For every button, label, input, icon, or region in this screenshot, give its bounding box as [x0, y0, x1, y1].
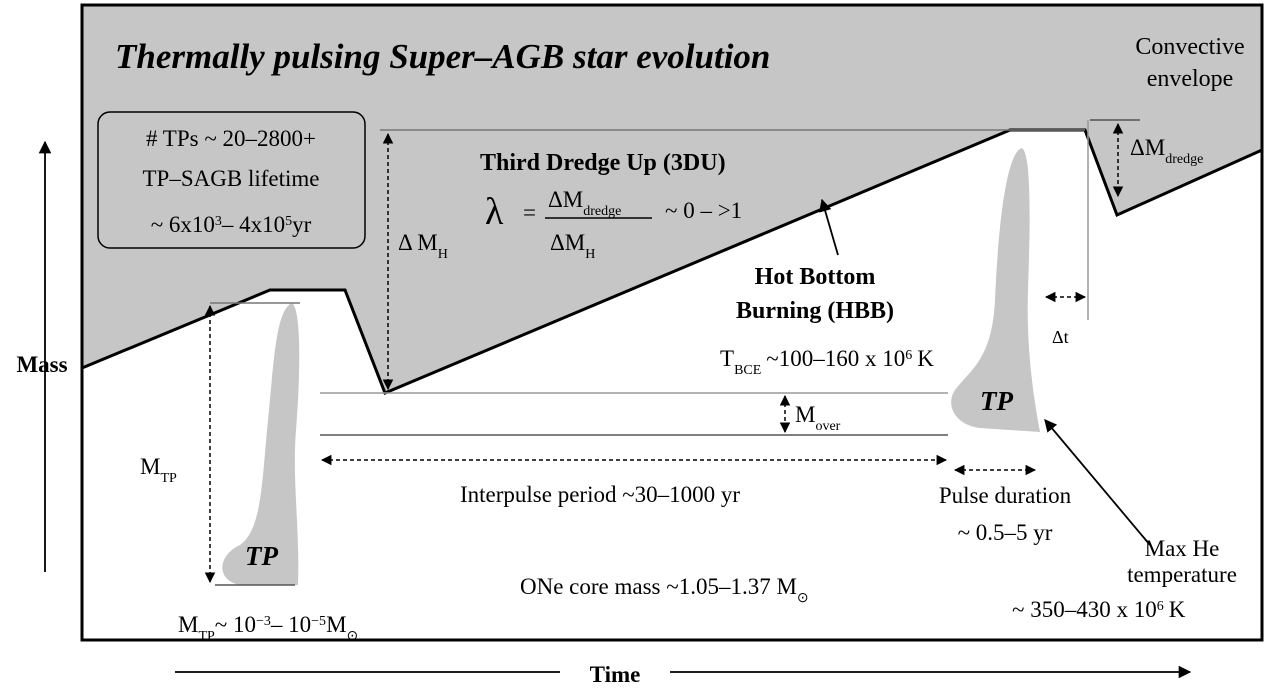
text-part: K: [1169, 597, 1186, 622]
label: =: [523, 200, 536, 225]
text-part: M: [178, 612, 198, 637]
label: ONe core mass ~1.05–1.37 M⊙: [520, 574, 809, 606]
label: ΔMdredge: [1130, 135, 1203, 167]
text-part: ⊙: [797, 591, 809, 606]
label: Δt: [1052, 327, 1069, 347]
text-part: 3: [215, 214, 222, 229]
text-part: ~100–160 x 10: [766, 346, 905, 371]
label: MTP: [140, 454, 177, 486]
text-part: ⊙: [347, 629, 359, 644]
label: Hot Bottom: [755, 264, 876, 290]
label: λ: [485, 191, 504, 233]
text-part: ~ 350–430 x 10: [1012, 597, 1157, 622]
text-part: TP: [198, 629, 215, 644]
label: Burning (HBB): [736, 298, 894, 324]
text-part: T: [720, 346, 734, 371]
label: ΔMH: [550, 230, 595, 262]
label: envelope: [1147, 66, 1234, 92]
text-part: yr: [292, 212, 312, 237]
text-part: dredge: [1165, 152, 1203, 167]
label: temperature: [1127, 562, 1237, 587]
label: Pulse duration: [939, 483, 1072, 508]
text-part: BCE: [734, 363, 761, 378]
text-part: over: [815, 419, 840, 434]
text-part: – 4x10: [221, 212, 285, 237]
text-part: −3: [256, 614, 271, 629]
text-part: – 10: [270, 612, 311, 637]
text-part: dredge: [583, 204, 621, 219]
label: ~ 0.5–5 yr: [958, 520, 1053, 545]
frame: [80, 3, 1264, 642]
pointer-arrows: [38, 140, 1192, 679]
thermal-pulse: [222, 303, 300, 585]
text-part: Δ M: [398, 230, 438, 255]
label: Interpulse period ~30–1000 yr: [460, 482, 740, 507]
label: Δ MH: [398, 230, 448, 262]
convective-envelope-region: [82, 5, 1262, 393]
label: Third Dredge Up (3DU): [480, 150, 726, 176]
label: # TPs ~ 20–2800+: [146, 126, 316, 151]
dashed-arrows: [204, 122, 1124, 584]
label: TBCE ~100–160 x 106 K: [720, 346, 934, 378]
label: ~ 0 – >1: [665, 198, 742, 223]
axis-label: Mass: [16, 352, 67, 377]
label: TP: [980, 386, 1013, 416]
text-part: 6: [905, 348, 912, 363]
guide-lines: [210, 119, 1140, 586]
text-part: K: [917, 346, 934, 371]
thermal-pulse: [951, 148, 1040, 432]
text-part: ~ 10: [215, 612, 256, 637]
envelope-boundary: [81, 128, 1263, 395]
text-part: ΔM: [1130, 135, 1165, 160]
label: ΔMdredge: [548, 187, 621, 219]
label: TP: [245, 541, 278, 571]
text-part: 5: [285, 214, 292, 229]
info-box: [97, 111, 366, 249]
label: ~ 350–430 x 106 K: [1012, 597, 1186, 622]
text-part: M: [326, 612, 346, 637]
text-part: ~ 6x10: [151, 212, 215, 237]
label: MTP~ 10−3– 10−5M⊙: [178, 612, 358, 644]
label: Max He: [1145, 536, 1220, 561]
text-part: H: [585, 247, 595, 262]
text-part: ONe core mass ~1.05–1.37 M: [520, 574, 797, 599]
text-part: ΔM: [548, 187, 583, 212]
label: Convective: [1135, 34, 1244, 60]
label: ~ 6x103– 4x105yr: [151, 212, 312, 237]
title: Thermally pulsing Super–AGB star evoluti…: [115, 37, 770, 76]
text-part: ΔM: [550, 230, 585, 255]
text-part: M: [140, 454, 160, 479]
text-part: H: [438, 247, 448, 262]
text-part: TP: [160, 471, 177, 486]
text-part: M: [795, 402, 815, 427]
label: TP–SAGB lifetime: [143, 166, 320, 191]
axis-label: Time: [590, 662, 641, 687]
text-part: 6: [1157, 599, 1164, 614]
label: Mover: [795, 402, 841, 434]
text-part: −5: [311, 614, 326, 629]
